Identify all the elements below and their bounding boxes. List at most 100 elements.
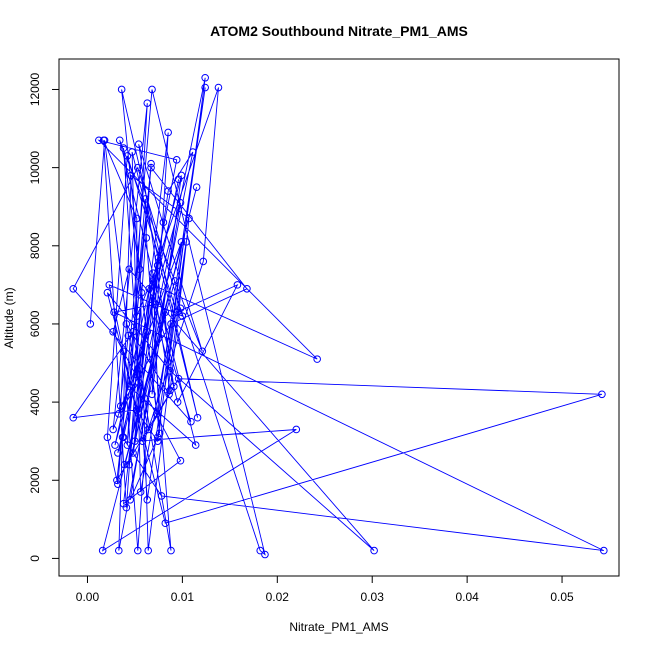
data-point xyxy=(133,312,141,320)
data-point xyxy=(124,331,133,340)
data-point xyxy=(193,413,202,422)
data-point xyxy=(133,546,142,555)
data-point xyxy=(187,417,195,426)
data-point xyxy=(292,425,301,434)
data-point xyxy=(127,171,135,180)
data-point xyxy=(109,425,117,434)
data-point xyxy=(142,234,151,242)
data-point xyxy=(151,300,159,309)
y-axis: 0 2000 4000 6000 8000 10000 12000 xyxy=(28,72,60,562)
data-point xyxy=(152,410,161,418)
x-tick-label: 0.04 xyxy=(455,590,479,604)
data-point xyxy=(69,284,78,293)
data-point xyxy=(149,269,157,277)
data-point xyxy=(176,199,185,207)
series-line xyxy=(72,77,604,556)
data-point xyxy=(114,480,122,488)
data-point xyxy=(125,382,134,391)
data-point xyxy=(189,148,197,156)
data-point xyxy=(167,546,175,555)
data-point xyxy=(143,99,152,107)
data-point xyxy=(166,386,174,395)
data-point xyxy=(116,402,125,410)
data-point xyxy=(191,441,200,449)
data-point xyxy=(114,410,123,418)
data-point xyxy=(192,183,201,191)
y-tick-label: 8000 xyxy=(28,232,42,259)
data-point xyxy=(99,136,108,145)
data-point xyxy=(143,327,152,336)
data-point xyxy=(105,281,114,289)
x-tick-label: 0.03 xyxy=(361,590,385,604)
data-point xyxy=(233,281,242,289)
y-tick-label: 6000 xyxy=(28,310,42,337)
data-point xyxy=(201,73,209,82)
data-point xyxy=(166,367,174,375)
x-axis: 0.00 0.01 0.02 0.03 0.04 0.05 xyxy=(76,575,574,604)
data-point xyxy=(201,83,209,92)
data-point xyxy=(115,136,124,145)
data-point xyxy=(119,347,128,356)
data-point xyxy=(120,460,129,469)
data-point xyxy=(174,374,183,383)
data-point xyxy=(113,476,121,485)
data-point xyxy=(137,288,146,297)
data-point xyxy=(109,327,117,336)
data-point xyxy=(95,136,103,145)
data-point xyxy=(133,214,141,223)
data-point xyxy=(154,253,163,262)
y-tick-label: 2000 xyxy=(28,467,42,494)
data-point xyxy=(118,433,127,442)
data-point xyxy=(134,140,143,148)
data-point xyxy=(133,370,141,379)
y-tick-label: 0 xyxy=(28,555,42,562)
data-point xyxy=(126,495,134,504)
data-point xyxy=(119,144,128,152)
data-point xyxy=(148,390,156,399)
data-point xyxy=(177,238,186,246)
data-point xyxy=(153,433,162,442)
data-point xyxy=(176,304,185,313)
data-point xyxy=(159,218,168,227)
data-point xyxy=(149,281,157,289)
data-point xyxy=(165,390,173,399)
data-point xyxy=(129,327,137,336)
data-point xyxy=(164,187,172,195)
data-point xyxy=(119,499,128,508)
data-point xyxy=(198,347,207,356)
data-point xyxy=(134,410,143,418)
data-point xyxy=(114,546,123,555)
data-point xyxy=(170,382,178,391)
data-point xyxy=(157,492,166,500)
data-point xyxy=(600,546,608,555)
data-point xyxy=(135,265,144,274)
y-tick-label: 10000 xyxy=(28,151,42,185)
data-point xyxy=(117,85,126,94)
data-point xyxy=(110,308,118,317)
data-point xyxy=(172,156,181,164)
y-tick-label: 12000 xyxy=(28,72,42,106)
data-point xyxy=(123,441,132,449)
data-point xyxy=(134,378,143,387)
data-point xyxy=(164,128,172,137)
data-point xyxy=(131,437,139,445)
data-point xyxy=(256,546,265,555)
data-point xyxy=(144,425,153,434)
y-axis-label: Altitude (m) xyxy=(2,287,16,348)
data-point xyxy=(243,284,251,293)
data-point xyxy=(143,495,152,504)
data-point xyxy=(153,437,162,445)
data-point xyxy=(125,265,134,274)
data-point xyxy=(125,460,134,469)
data-point xyxy=(313,355,321,363)
data-point xyxy=(170,277,179,285)
data-point xyxy=(370,546,378,555)
data-point xyxy=(122,320,131,328)
data-point xyxy=(144,546,153,555)
data-point xyxy=(182,238,190,246)
data-point xyxy=(199,257,208,266)
data-point xyxy=(261,550,269,559)
x-tick-label: 0.02 xyxy=(266,590,290,604)
data-point xyxy=(86,320,95,328)
data-point xyxy=(147,159,155,168)
